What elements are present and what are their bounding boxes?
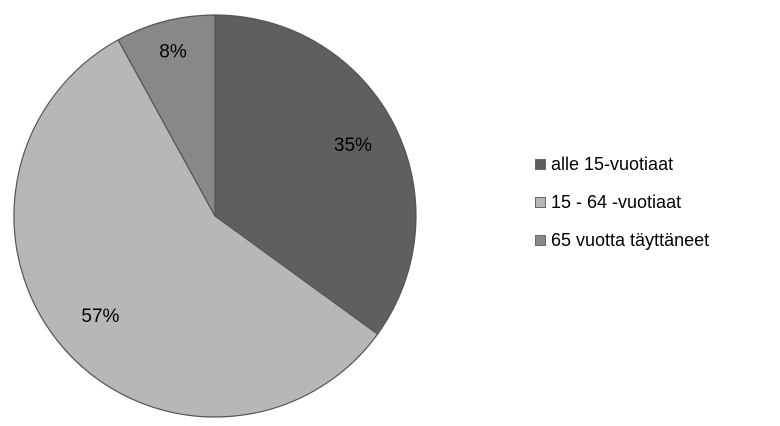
legend-swatch-under-15 — [535, 159, 546, 170]
legend-label-65-plus: 65 vuotta täyttäneet — [551, 230, 710, 250]
pie-slice-under-15 — [214, 14, 417, 335]
pie-slice-65-plus — [117, 14, 216, 217]
legend-item-15-64: 15 - 64 -vuotiaat — [535, 192, 709, 212]
legend: alle 15-vuotiaat 15 - 64 -vuotiaat 65 vu… — [535, 154, 710, 269]
slice-label-65-plus: 8% — [159, 41, 187, 62]
legend-item-under-15: alle 15-vuotiaat — [535, 154, 709, 174]
slice-label-under-15: 35% — [334, 135, 372, 156]
legend-swatch-65-plus — [535, 235, 546, 246]
slice-label-15-64: 57% — [81, 306, 119, 327]
legend-swatch-15-64 — [535, 197, 546, 208]
legend-label-under-15: alle 15-vuotiaat — [551, 154, 674, 174]
legend-label-15-64: 15 - 64 -vuotiaat — [551, 192, 682, 212]
pie-slice-15-64 — [13, 39, 379, 418]
legend-item-65-plus: 65 vuotta täyttäneet — [535, 230, 710, 250]
